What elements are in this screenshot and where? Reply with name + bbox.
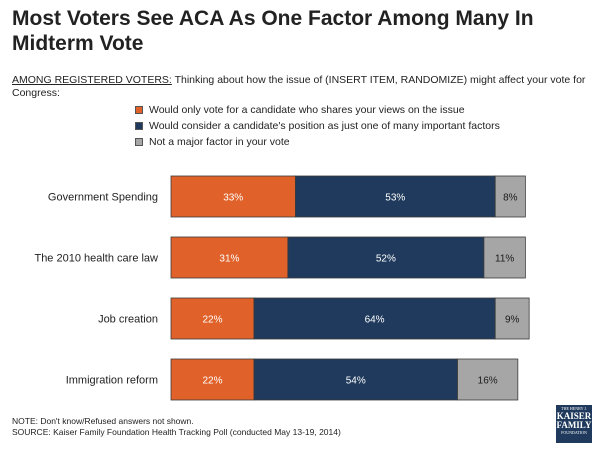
subtitle-text: Thinking about how the issue of (INSERT … (12, 74, 586, 99)
chart-footer: NOTE: Don't know/Refused answers not sho… (12, 416, 341, 438)
data-label-notmajor: 16% (478, 376, 498, 387)
bar-segment-consider (253, 358, 458, 401)
data-label-consider: 64% (365, 315, 385, 326)
footer-source: SOURCE: Kaiser Family Foundation Health … (12, 427, 341, 437)
category-label: Government Spending (48, 192, 158, 204)
legend: Would only vote for a candidate who shar… (135, 102, 500, 150)
category-label: The 2010 health care law (34, 253, 158, 265)
data-label-consider: 54% (346, 376, 366, 387)
data-label-only: 22% (202, 315, 222, 326)
legend-swatch-only (135, 106, 143, 114)
data-label-only: 33% (223, 193, 243, 204)
data-label-consider: 52% (376, 254, 396, 265)
footer-note: NOTE: Don't know/Refused answers not sho… (12, 416, 194, 426)
kff-logo: THE HENRY J. KAISER FAMILY FOUNDATION (556, 405, 592, 443)
bar-segment-notmajor (494, 175, 526, 218)
logo-line-3: FAMILY (556, 420, 592, 430)
data-label-notmajor: 9% (505, 315, 520, 326)
data-label-notmajor: 8% (503, 193, 518, 204)
data-label-notmajor: 11% (495, 254, 514, 265)
logo-line-1: THE HENRY J. (561, 406, 587, 411)
bar-segment-consider (287, 236, 485, 279)
category-label: Job creation (98, 314, 158, 326)
chart-title: Most Voters See ACA As One Factor Among … (12, 7, 534, 55)
bar-segment-only (170, 358, 255, 401)
subtitle-prefix: AMONG REGISTERED VOTERS: (12, 74, 172, 86)
data-label-consider: 53% (385, 193, 405, 204)
bar-segment-only (170, 297, 255, 340)
legend-swatch-notmajor (135, 138, 143, 146)
legend-item-only: Would only vote for a candidate who shar… (135, 102, 500, 118)
legend-item-consider: Would consider a candidate's position as… (135, 118, 500, 134)
bar-segment-notmajor (494, 297, 530, 340)
bar-segment-consider (253, 297, 496, 340)
legend-swatch-consider (135, 122, 143, 130)
category-label: Immigration reform (66, 375, 158, 387)
legend-item-notmajor: Not a major factor in your vote (135, 134, 500, 150)
bar-segment-only (170, 236, 289, 279)
data-label-only: 22% (202, 376, 222, 387)
legend-label-only: Would only vote for a candidate who shar… (149, 104, 465, 116)
legend-label-notmajor: Not a major factor in your vote (149, 136, 290, 148)
bar-segment-consider (295, 175, 496, 218)
bar-segment-notmajor (457, 358, 519, 401)
logo-line-2: KAISER (556, 411, 592, 421)
logo-line-4: FOUNDATION (561, 430, 587, 435)
data-label-only: 31% (219, 254, 239, 265)
bar-segment-notmajor (483, 236, 526, 279)
legend-label-consider: Would consider a candidate's position as… (149, 120, 500, 132)
chart-subtitle: AMONG REGISTERED VOTERS: Thinking about … (12, 74, 592, 100)
